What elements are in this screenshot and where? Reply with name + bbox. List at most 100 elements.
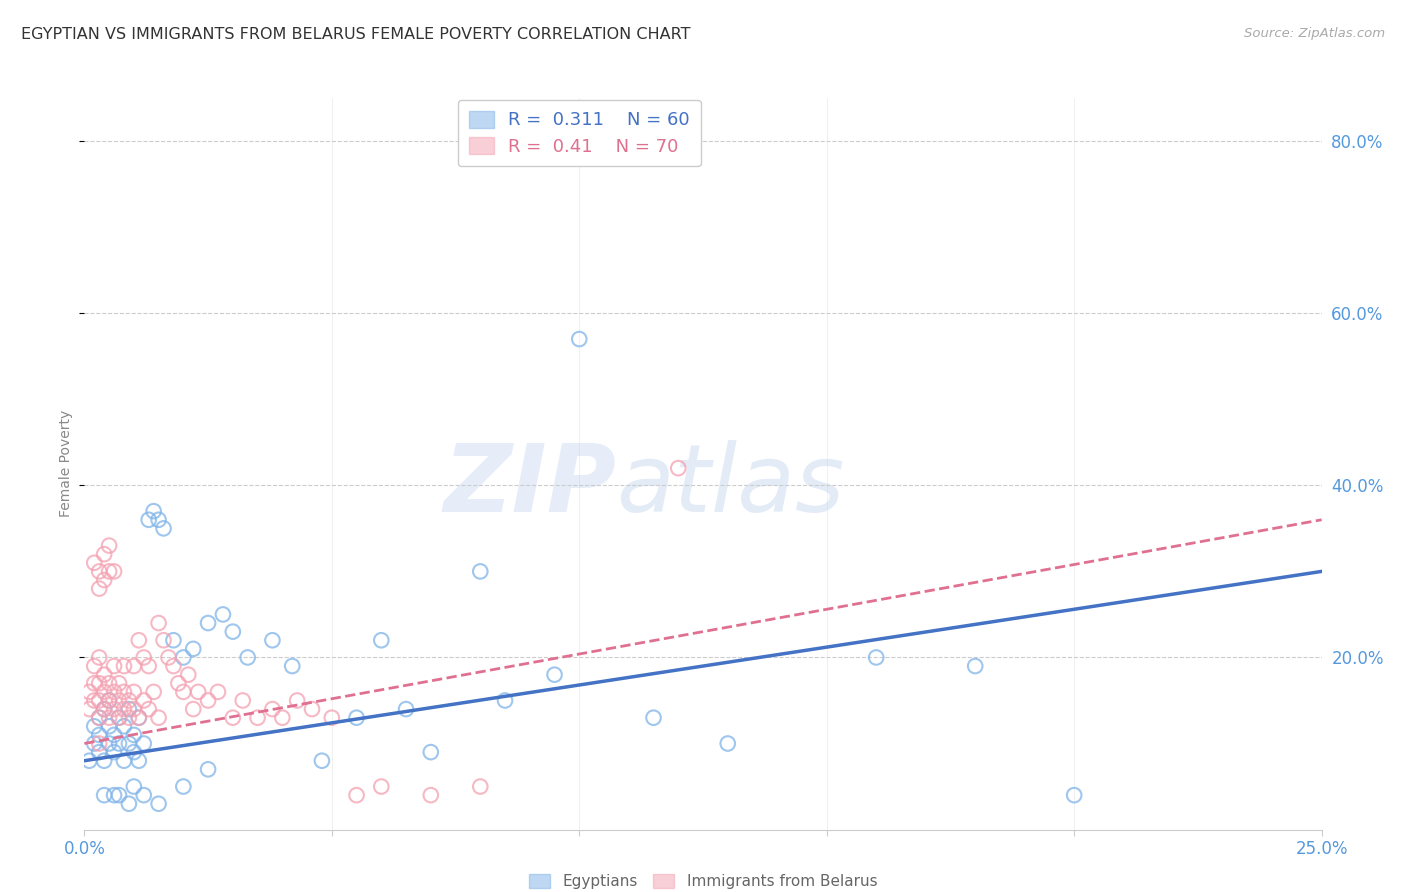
Point [643, 711, 665, 725]
Point [98, 539, 121, 553]
Point [543, 667, 565, 681]
Point [118, 693, 141, 707]
Legend: Egyptians, Immigrants from Belarus: Egyptians, Immigrants from Belarus [523, 868, 883, 892]
Point [177, 667, 200, 681]
Point [98, 676, 121, 690]
Point [148, 615, 170, 630]
Point [865, 650, 887, 665]
Point [148, 711, 170, 725]
Point [152, 633, 174, 648]
Point [128, 633, 150, 648]
Point [222, 624, 245, 639]
Point [98, 693, 121, 707]
Point [89, 711, 111, 725]
Point [122, 702, 145, 716]
Point [93, 685, 115, 699]
Point [285, 693, 308, 707]
Point [93, 667, 115, 681]
Point [89, 693, 111, 707]
Point [122, 659, 145, 673]
Point [89, 737, 111, 751]
Point [83, 693, 105, 707]
Point [197, 615, 219, 630]
Point [321, 711, 343, 725]
Point [89, 650, 111, 665]
Point [419, 788, 441, 802]
Point [112, 685, 135, 699]
Point [103, 728, 125, 742]
Point [118, 711, 141, 725]
Point [197, 762, 219, 776]
Point [172, 650, 194, 665]
Point [79, 685, 101, 699]
Point [157, 650, 180, 665]
Point [108, 711, 131, 725]
Point [262, 702, 284, 716]
Point [568, 332, 591, 346]
Point [419, 745, 441, 759]
Point [128, 711, 150, 725]
Point [93, 573, 115, 587]
Point [103, 659, 125, 673]
Point [138, 513, 160, 527]
Point [98, 565, 121, 579]
Point [89, 582, 111, 596]
Text: EGYPTIAN VS IMMIGRANTS FROM BELARUS FEMALE POVERTY CORRELATION CHART: EGYPTIAN VS IMMIGRANTS FROM BELARUS FEMA… [21, 27, 690, 42]
Point [103, 702, 125, 716]
Point [232, 693, 254, 707]
Point [79, 754, 101, 768]
Point [98, 719, 121, 733]
Point [89, 676, 111, 690]
Point [162, 633, 184, 648]
Point [1063, 788, 1085, 802]
Point [103, 788, 125, 802]
Point [83, 719, 105, 733]
Point [98, 737, 121, 751]
Point [197, 693, 219, 707]
Point [93, 754, 115, 768]
Point [108, 788, 131, 802]
Point [262, 633, 284, 648]
Point [172, 685, 194, 699]
Point [108, 711, 131, 725]
Point [494, 693, 516, 707]
Point [103, 685, 125, 699]
Point [148, 797, 170, 811]
Point [112, 702, 135, 716]
Point [717, 737, 740, 751]
Point [370, 780, 392, 794]
Point [236, 650, 259, 665]
Text: ZIP: ZIP [443, 440, 616, 532]
Point [128, 711, 150, 725]
Point [93, 788, 115, 802]
Point [311, 754, 333, 768]
Point [395, 702, 418, 716]
Point [148, 513, 170, 527]
Point [118, 702, 141, 716]
Point [212, 607, 235, 622]
Point [346, 788, 368, 802]
Point [79, 702, 101, 716]
Point [181, 702, 204, 716]
Point [89, 745, 111, 759]
Point [83, 737, 105, 751]
Point [132, 650, 155, 665]
Point [172, 780, 194, 794]
Point [132, 737, 155, 751]
Text: atlas: atlas [616, 441, 845, 532]
Point [112, 754, 135, 768]
Point [222, 711, 245, 725]
Point [301, 702, 323, 716]
Point [207, 685, 229, 699]
Point [122, 685, 145, 699]
Point [93, 702, 115, 716]
Point [118, 797, 141, 811]
Point [132, 788, 155, 802]
Point [103, 565, 125, 579]
Point [138, 659, 160, 673]
Point [138, 702, 160, 716]
Point [112, 659, 135, 673]
Point [108, 693, 131, 707]
Point [98, 711, 121, 725]
Point [142, 685, 165, 699]
